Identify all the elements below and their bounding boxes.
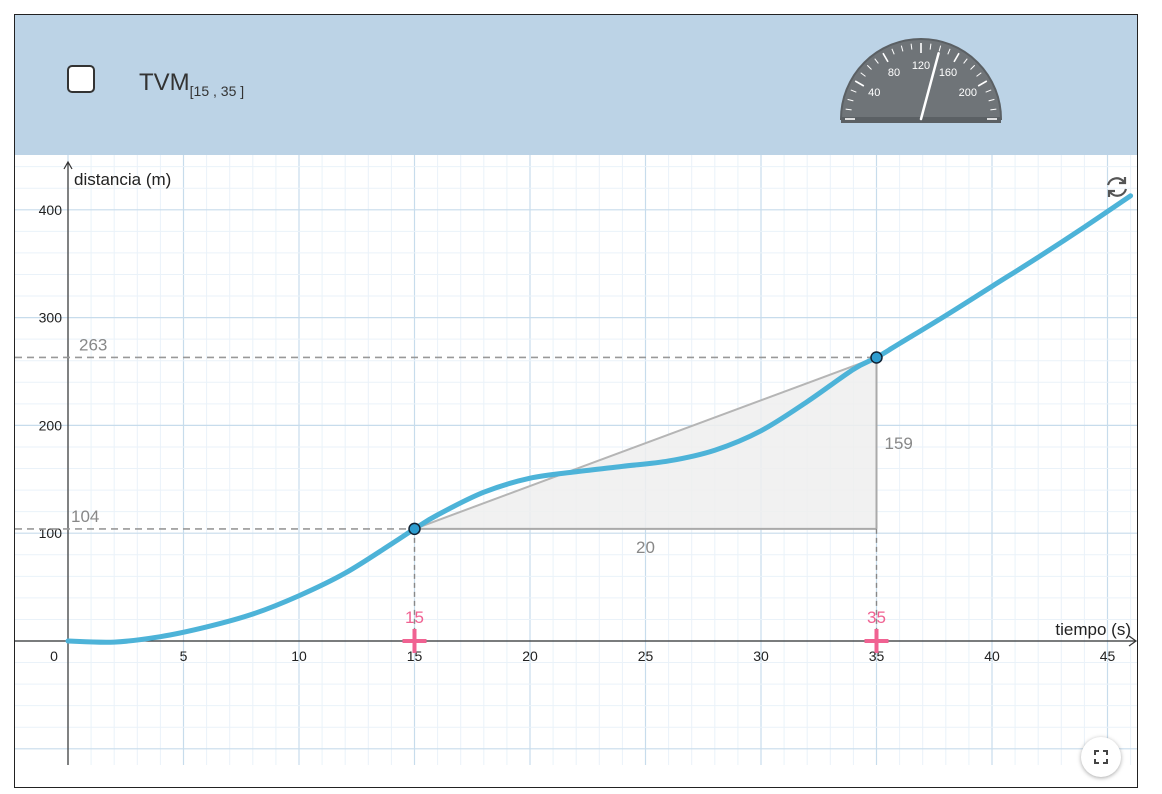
fullscreen-icon (1094, 750, 1108, 764)
gauge-tick (929, 43, 932, 50)
curve-point (870, 351, 883, 364)
y-tick-label: 400 (39, 202, 63, 218)
x-tick-label: 0 (50, 648, 58, 664)
distance-time-chart[interactable]: distancia (m) tiempo (s) 0 5 10 15 20 25 30 35 40 4… (15, 155, 1138, 788)
y-axis-arrow (63, 160, 73, 170)
distance-curve (65, 193, 1134, 645)
x-tick-label: 30 (753, 648, 769, 664)
gauge-tick (953, 52, 960, 63)
x-tick-label: 45 (1100, 648, 1116, 664)
time-slider-handle[interactable] (402, 629, 427, 653)
gauge-label: 160 (939, 67, 957, 79)
annotation-y1: 104 (71, 507, 99, 526)
gauge-tick (985, 89, 992, 93)
gauge-tick (990, 108, 997, 111)
gauge-dial (839, 38, 1003, 120)
tvm-checkbox[interactable] (67, 65, 95, 93)
gauge-tick (874, 58, 879, 64)
y-tick-label: 100 (39, 525, 63, 541)
x-tick-label: 35 (869, 648, 885, 664)
top-bar: TVM[15 , 35 ] 40 80 120 160 200 (15, 15, 1137, 155)
x-tick-label: 10 (291, 648, 307, 664)
y-tick-label: 300 (39, 310, 63, 326)
gauge-tick (847, 98, 854, 102)
gauge-tick (845, 108, 852, 111)
gauge-tick (891, 48, 895, 55)
annotation-dx: 20 (636, 538, 655, 557)
x-tick-label: 25 (638, 648, 654, 664)
gauge-tick (910, 43, 913, 50)
tvm-subscript: [15 , 35 ] (189, 83, 245, 99)
slider-label: 15 (405, 608, 424, 627)
gauge-tick (860, 72, 866, 77)
gauge-tick (850, 89, 857, 93)
gauge-tick (963, 58, 968, 64)
gauge-tick (938, 45, 942, 52)
x-axis-label: tiempo (s) (1055, 620, 1131, 639)
gauge-tick (866, 64, 872, 70)
refresh-icon[interactable] (1103, 173, 1131, 201)
gauge-tick (900, 45, 904, 52)
applet-frame: TVM[15 , 35 ] 40 80 120 160 200 distancia (m… (14, 14, 1138, 788)
gauge-needle (919, 52, 940, 121)
y-tick-label: 200 (39, 417, 63, 433)
x-axis-arrow (1128, 635, 1137, 647)
gauge-tick (854, 80, 865, 87)
tvm-label: TVM[15 , 35 ] (139, 69, 245, 99)
secant-line (414, 356, 877, 530)
gauge-tick (988, 98, 995, 102)
gauge-label: 80 (888, 67, 900, 79)
x-tick-label: 5 (180, 648, 188, 664)
gauge-label: 120 (912, 60, 930, 72)
fullscreen-button[interactable] (1081, 737, 1121, 777)
x-tick-label: 15 (407, 648, 423, 664)
curve-point (408, 522, 421, 536)
annotation-dy: 159 (885, 434, 913, 453)
gauge-tick (882, 52, 889, 63)
gauge-tick (970, 64, 976, 70)
y-axis-label: distancia (m) (74, 170, 171, 189)
slider-label: 35 (867, 608, 886, 627)
gauge-label: 200 (959, 87, 977, 99)
gauge-tick (977, 80, 988, 87)
gauge-label: 40 (868, 87, 880, 99)
tvm-main-text: TVM (139, 69, 190, 96)
x-tick-label: 40 (984, 648, 1000, 664)
x-tick-label: 20 (522, 648, 538, 664)
gauge-tick (976, 72, 982, 77)
time-slider-handle[interactable] (864, 629, 889, 653)
gauge-tick (947, 48, 951, 55)
annotation-y2: 263 (79, 335, 107, 354)
